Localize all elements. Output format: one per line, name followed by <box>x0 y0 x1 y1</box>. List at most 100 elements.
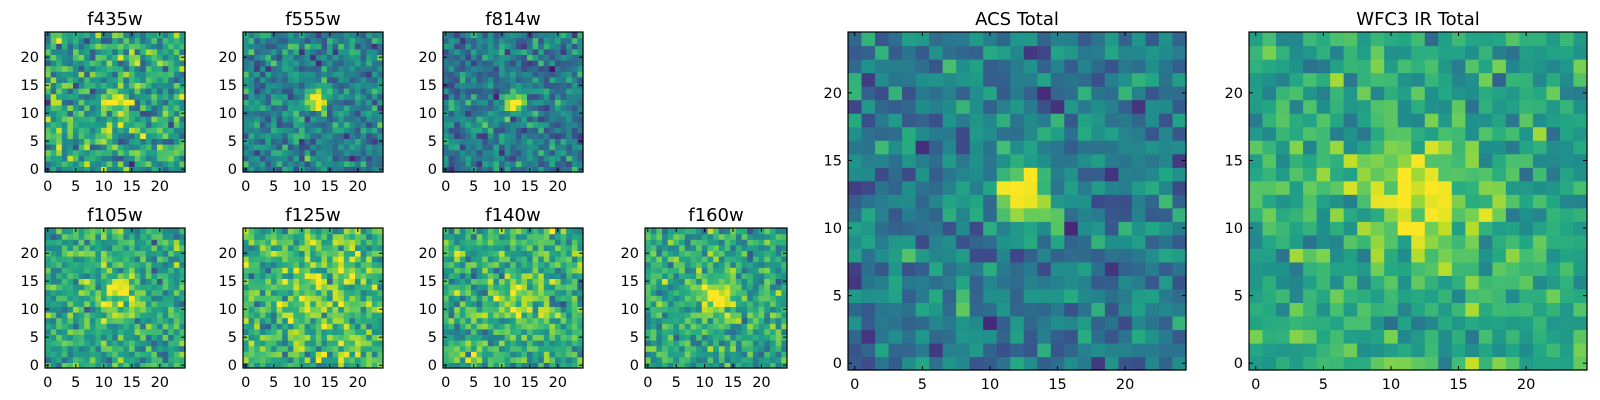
heatmap-cell <box>287 110 294 117</box>
heatmap-cell <box>1158 234 1174 249</box>
heatmap-cell <box>667 233 674 240</box>
heatmap-cell <box>248 110 255 117</box>
heatmap-cell <box>929 180 944 195</box>
heatmap-cell <box>89 356 96 363</box>
heatmap-cell <box>571 54 578 61</box>
heatmap-cell <box>443 76 450 83</box>
heatmap-cell <box>730 334 737 341</box>
heatmap-cell <box>1010 302 1025 317</box>
heatmap-cell <box>684 351 692 358</box>
heatmap-cell <box>45 93 52 100</box>
heatmap-cell <box>315 110 322 117</box>
heatmap-cell <box>1023 342 1038 358</box>
heatmap-cell <box>454 300 461 307</box>
heatmap-cell <box>781 356 788 363</box>
heatmap-cell <box>349 272 356 279</box>
heatmap-cell <box>538 300 545 307</box>
heatmap-cell <box>543 127 550 134</box>
heatmap-cell <box>315 340 322 347</box>
heatmap-cell <box>73 43 80 50</box>
heatmap-cell <box>667 351 674 358</box>
heatmap-cell <box>276 261 283 268</box>
heatmap-cell <box>571 71 578 78</box>
heatmap-cell <box>271 312 278 319</box>
heatmap-cell <box>549 160 556 167</box>
heatmap-cell <box>482 110 489 117</box>
heatmap-cell <box>527 267 534 274</box>
heatmap-cell <box>724 239 731 246</box>
heatmap-cell <box>504 116 511 123</box>
heatmap-cell <box>248 244 255 251</box>
heatmap-cell <box>117 88 124 95</box>
heatmap-cell <box>696 284 703 291</box>
heatmap-cell <box>443 48 450 55</box>
heatmap-cell <box>487 160 494 167</box>
heatmap-cell <box>112 99 119 106</box>
heatmap-cell <box>162 88 169 95</box>
heatmap-cell <box>134 138 141 145</box>
heatmap-cell <box>332 155 339 162</box>
heatmap-cell <box>377 127 384 134</box>
heatmap-cell <box>276 272 283 279</box>
heatmap-cell <box>265 76 272 83</box>
heatmap-cell <box>983 329 998 344</box>
heatmap-cell <box>73 127 80 134</box>
heatmap-cell <box>459 233 466 240</box>
heatmap-cell <box>443 323 450 330</box>
heatmap-cell <box>366 166 373 173</box>
heatmap-cell <box>701 295 709 302</box>
heatmap-cell <box>504 88 511 95</box>
heatmap-cell <box>355 116 362 123</box>
heatmap-cell <box>56 267 63 274</box>
heatmap-cell <box>560 138 567 145</box>
heatmap-cell <box>254 93 261 100</box>
heatmap-cell <box>112 306 119 313</box>
heatmap-cell <box>662 362 669 369</box>
heatmap-cell <box>140 60 147 67</box>
heatmap-cell <box>304 334 311 341</box>
heatmap-cell <box>282 328 289 335</box>
heatmap-cell <box>338 149 345 156</box>
heatmap-cell <box>560 256 567 263</box>
heatmap-cell <box>89 317 96 324</box>
heatmap-cell <box>560 76 567 83</box>
heatmap-cell <box>117 71 124 78</box>
heatmap-cell <box>510 166 517 173</box>
heatmap-cell <box>254 99 261 106</box>
heatmap-cell <box>741 256 748 263</box>
heatmap-cell <box>571 328 578 335</box>
heatmap-cell <box>117 356 124 363</box>
heatmap-cell <box>315 121 322 128</box>
heatmap-cell <box>690 228 697 235</box>
heatmap-cell <box>332 340 339 347</box>
heatmap-cell <box>332 233 339 240</box>
heatmap-cell <box>321 160 328 167</box>
heatmap-cell <box>310 48 317 55</box>
heatmap-cell <box>321 149 328 156</box>
heatmap-cell <box>713 300 720 307</box>
heatmap-cell <box>293 340 300 347</box>
heatmap-cell <box>162 239 169 246</box>
heatmap-cell <box>566 323 573 330</box>
heatmap-cell <box>349 110 356 117</box>
heatmap-cell <box>942 221 957 236</box>
heatmap-cell <box>243 267 250 274</box>
heatmap-cell <box>555 250 562 257</box>
heatmap-cell <box>735 345 743 352</box>
heatmap-cell <box>515 160 522 167</box>
heatmap-cell <box>282 110 289 117</box>
heatmap-cell <box>482 32 489 39</box>
heatmap-cell <box>781 233 788 240</box>
heatmap-cell <box>349 82 356 89</box>
heatmap-cell <box>465 267 472 274</box>
heatmap-cell <box>259 88 266 95</box>
heatmap-cell <box>902 261 917 276</box>
heatmap-cell <box>448 48 455 55</box>
heatmap-cell <box>299 43 306 50</box>
heatmap-cell <box>684 284 692 291</box>
heatmap-cell <box>276 54 283 61</box>
heatmap-cell <box>510 289 517 296</box>
heatmap-cell <box>493 99 500 106</box>
heatmap-cell <box>493 351 500 358</box>
heatmap-cell <box>140 138 147 145</box>
